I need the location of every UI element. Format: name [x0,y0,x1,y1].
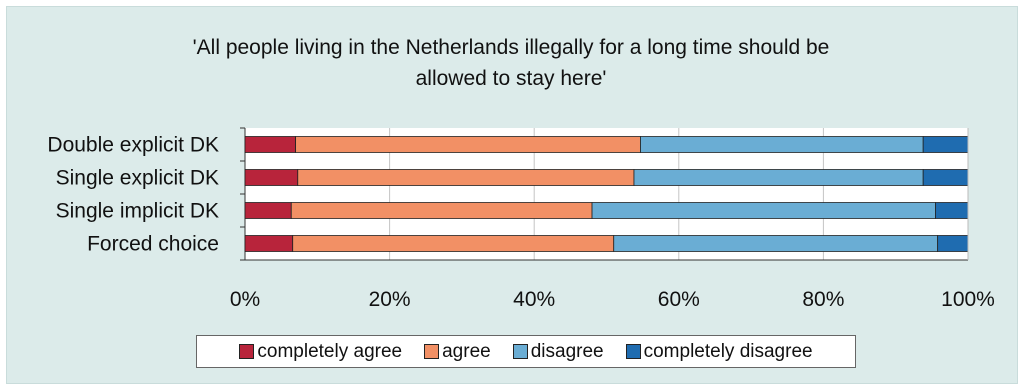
bar-segment [244,202,292,219]
legend-swatch [424,344,440,359]
chart-title-line-1: 'All people living in the Netherlands il… [192,36,830,59]
bar-segment [244,169,299,186]
legend-label: completely disagree [643,340,813,362]
legend-item: disagree [512,340,604,363]
x-tick-label: 0% [230,288,260,311]
x-tick-label: 20% [369,288,411,311]
bar-segment [297,169,635,186]
bar-segment [935,202,969,219]
legend-swatch [239,344,255,359]
bar-segment [633,169,924,186]
legend-label: agree [442,340,491,362]
bar-segment [290,202,593,219]
bar-segment [640,136,924,153]
bar-segment [591,202,936,219]
legend: completely agree agree disagree completely … [196,335,856,368]
x-tick-label: 100% [941,288,995,311]
bar-segment [922,136,969,153]
legend-swatch [625,344,641,359]
category-label: Single implicit DK [56,200,219,223]
bar-segment [922,169,969,186]
category-label: Forced choice [87,233,219,256]
category-label: Double explicit DK [47,134,219,157]
chart-title: 'All people living in the Netherlands il… [0,32,1022,94]
bar-segment [295,136,641,153]
bar-segment [244,136,297,153]
legend-swatch [512,344,528,359]
legend-label: disagree [530,340,604,362]
legend-item: completely disagree [625,340,813,363]
bar-segment [244,235,294,252]
x-tick-label: 40% [513,288,555,311]
x-tick-label: 60% [658,288,700,311]
x-tick-label: 80% [802,288,844,311]
bar-segment [613,235,939,252]
bar-segment [292,235,615,252]
category-label: Single explicit DK [56,167,219,190]
legend-item: completely agree [239,341,402,363]
legend-item: agree [424,341,491,363]
bar-segment [937,235,969,252]
chart-title-line-2: allowed to stay here' [415,67,607,90]
legend-label: completely agree [257,340,403,362]
